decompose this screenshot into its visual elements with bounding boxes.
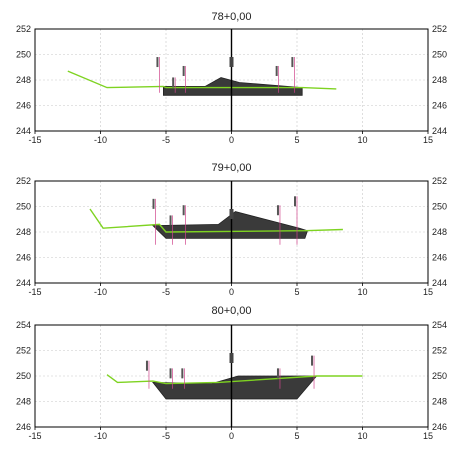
earthwork-area <box>152 375 318 400</box>
x-tick-label: 15 <box>423 135 433 145</box>
point-marker-label <box>145 360 148 371</box>
y-tick-label-left: 248 <box>16 75 31 85</box>
section-title: 78+0,00 <box>211 11 251 23</box>
y-tick-label-right: 248 <box>432 75 447 85</box>
x-tick-label: 15 <box>423 287 433 297</box>
centerline-label <box>229 209 234 219</box>
y-tick-label-left: 248 <box>16 397 31 407</box>
y-tick-label-right: 250 <box>432 202 447 212</box>
x-tick-label: -5 <box>162 431 170 441</box>
x-tick-label: 10 <box>357 287 367 297</box>
point-marker-label <box>182 205 185 216</box>
y-tick-label-right: 250 <box>432 50 447 60</box>
section-0: 78+0,00 -15 -10 -5 0 5 10 15 252 252 250 250 248 248 2… <box>16 11 447 145</box>
section-title: 79+0,00 <box>211 162 251 174</box>
x-tick-label: 5 <box>294 135 299 145</box>
y-tick-label-right: 252 <box>432 346 447 356</box>
y-tick-label-left: 252 <box>16 24 31 34</box>
section-1: 79+0,00 -15 -10 -5 0 5 10 15 252 252 250 250 248 248 2… <box>16 162 447 297</box>
x-tick-label: 0 <box>229 431 234 441</box>
ground-line <box>106 374 363 385</box>
y-tick-label-right: 246 <box>432 253 447 263</box>
x-tick-label: -10 <box>94 431 107 441</box>
x-tick-label: -5 <box>162 135 170 145</box>
point-marker-label <box>275 65 278 76</box>
y-tick-label-left: 254 <box>16 320 31 330</box>
x-tick-label: 10 <box>357 135 367 145</box>
point-marker-label <box>169 368 172 379</box>
ground-line <box>89 208 343 233</box>
x-tick-label: -10 <box>94 135 107 145</box>
point-marker-label <box>311 355 314 366</box>
y-tick-label-right: 246 <box>432 422 447 432</box>
y-tick-label-left: 252 <box>16 176 31 186</box>
y-tick-label-right: 244 <box>432 126 447 136</box>
x-tick-label: -15 <box>28 431 41 441</box>
y-tick-label-left: 246 <box>16 422 31 432</box>
point-marker-label <box>276 205 279 216</box>
point-marker-label <box>172 77 175 88</box>
centerline-label <box>229 353 234 363</box>
x-tick-label: 5 <box>294 287 299 297</box>
section-title: 80+0,00 <box>211 305 251 317</box>
y-tick-label-right: 252 <box>432 24 447 34</box>
x-tick-label: 0 <box>229 135 234 145</box>
point-marker-label <box>182 65 185 76</box>
y-tick-label-left: 246 <box>16 253 31 263</box>
x-tick-label: 5 <box>294 431 299 441</box>
x-tick-label: 10 <box>357 431 367 441</box>
point-marker-label <box>152 198 155 209</box>
section-2: 80+0,00 -15 -10 -5 0 5 10 15 254 254 252 252 250 250 2… <box>16 305 447 441</box>
x-tick-label: -5 <box>162 287 170 297</box>
x-tick-label: -15 <box>28 135 41 145</box>
y-tick-label-left: 244 <box>16 126 31 136</box>
y-tick-label-right: 244 <box>432 278 447 288</box>
y-tick-label-right: 248 <box>432 397 447 407</box>
point-marker-label <box>181 368 184 379</box>
y-tick-label-right: 250 <box>432 371 447 381</box>
point-marker-label <box>156 57 159 68</box>
y-tick-label-right: 246 <box>432 101 447 111</box>
y-tick-label-left: 246 <box>16 101 31 111</box>
y-tick-label-right: 248 <box>432 227 447 237</box>
ground-line <box>67 70 337 90</box>
y-tick-label-left: 252 <box>16 346 31 356</box>
y-tick-label-left: 250 <box>16 202 31 212</box>
point-marker-label <box>169 215 172 226</box>
point-marker-label <box>291 57 294 68</box>
x-tick-label: -15 <box>28 287 41 297</box>
centerline-label <box>229 57 234 67</box>
x-tick-label: 0 <box>229 287 234 297</box>
earthwork-area <box>162 77 303 96</box>
y-tick-label-left: 250 <box>16 50 31 60</box>
y-tick-label-left: 244 <box>16 278 31 288</box>
y-tick-label-left: 248 <box>16 227 31 237</box>
point-marker-label <box>294 196 296 207</box>
y-tick-label-left: 250 <box>16 371 31 381</box>
point-marker-label <box>276 368 279 379</box>
x-tick-label: 15 <box>423 431 433 441</box>
y-tick-label-right: 254 <box>432 320 447 330</box>
y-tick-label-right: 252 <box>432 176 447 186</box>
x-tick-label: -10 <box>94 287 107 297</box>
